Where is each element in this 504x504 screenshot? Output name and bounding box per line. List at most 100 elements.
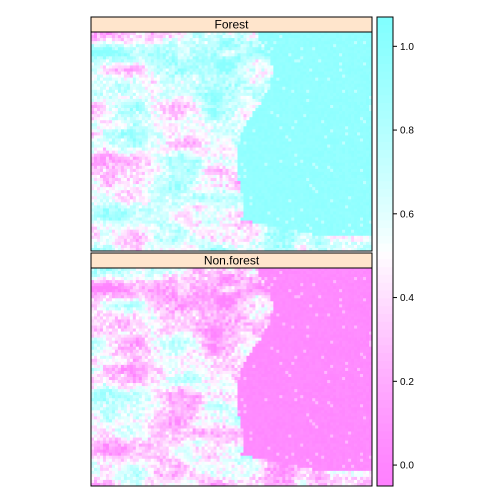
heatmap-cell (201, 141, 205, 145)
heatmap-cell (105, 65, 110, 69)
heatmap-cell (360, 47, 364, 51)
heatmap-cell (183, 92, 188, 97)
heatmap-cell (144, 120, 149, 124)
heatmap-cell (150, 71, 155, 75)
heatmap-cell (303, 135, 307, 139)
heatmap-cell (330, 132, 334, 136)
heatmap-cell (222, 83, 226, 88)
heatmap-cell (159, 174, 164, 179)
heatmap-cell (150, 65, 155, 69)
heatmap-cell (219, 68, 223, 72)
heatmap-cell (291, 187, 295, 191)
heatmap-cell (183, 144, 188, 148)
heatmap-cell (270, 174, 274, 179)
heatmap-cell (318, 132, 322, 136)
heatmap-cell (192, 77, 196, 82)
heatmap-cell (288, 178, 292, 182)
heatmap-cell (366, 178, 370, 182)
heatmap-cell (135, 62, 140, 66)
heatmap-cell (180, 132, 185, 136)
heatmap-cell (204, 126, 208, 130)
heatmap-cell (279, 101, 283, 106)
heatmap-cell (111, 162, 116, 167)
heatmap-cell (183, 135, 188, 139)
heatmap-cell (126, 174, 131, 179)
heatmap-cell (273, 141, 277, 145)
heatmap-cell (198, 32, 202, 36)
heatmap-cell (93, 147, 98, 151)
heatmap-cell (285, 47, 289, 51)
heatmap-cell (351, 53, 355, 57)
heatmap-cell (255, 156, 259, 161)
heatmap-cell (288, 171, 292, 176)
heatmap-cell (91, 190, 95, 194)
heatmap-cell (348, 178, 352, 182)
heatmap-cell (354, 114, 358, 118)
heatmap-cell (339, 165, 343, 170)
heatmap-cell (186, 59, 190, 63)
heatmap-cell (354, 153, 358, 158)
heatmap-cell (312, 65, 316, 69)
heatmap-cell (108, 153, 113, 158)
heatmap-cell (150, 92, 155, 97)
heatmap-cell (108, 138, 113, 142)
heatmap-cell (312, 187, 316, 191)
heatmap-cell (147, 35, 152, 39)
heatmap-cell (237, 162, 241, 167)
heatmap-cell (180, 65, 185, 69)
heatmap-cell (189, 32, 193, 36)
heatmap-cell (324, 184, 328, 188)
heatmap-cell (129, 32, 134, 36)
heatmap-cell (240, 83, 244, 88)
heatmap-cell (315, 159, 319, 164)
heatmap-cell (348, 50, 352, 54)
heatmap-cell (240, 50, 244, 54)
heatmap-cell (246, 53, 250, 57)
heatmap-cell (114, 132, 119, 136)
heatmap-cell (141, 111, 146, 115)
heatmap-cell (135, 123, 140, 127)
heatmap-cell (201, 159, 205, 164)
heatmap-cell (312, 62, 316, 66)
heatmap-cell (225, 65, 229, 69)
heatmap-cell (231, 120, 235, 124)
heatmap-cell (228, 98, 232, 103)
heatmap-cell (117, 184, 122, 188)
heatmap-cell (294, 108, 298, 112)
heatmap-cell (366, 80, 370, 85)
heatmap-cell (252, 41, 256, 45)
heatmap-cell (99, 193, 104, 197)
heatmap-cell (285, 65, 289, 69)
heatmap-cell (315, 111, 319, 115)
heatmap-cell (147, 44, 152, 48)
heatmap-cell (309, 65, 313, 69)
heatmap-cell (267, 56, 271, 60)
heatmap-cell (126, 129, 131, 133)
heatmap-cell (168, 101, 173, 106)
heatmap-cell (207, 181, 211, 185)
heatmap-cell (255, 41, 259, 45)
heatmap-cell (111, 135, 116, 139)
heatmap-cell (180, 147, 185, 151)
heatmap-cell (303, 62, 307, 66)
heatmap-cell (123, 77, 128, 82)
heatmap-cell (177, 178, 182, 182)
heatmap-cell (132, 65, 137, 69)
heatmap-cell (330, 35, 334, 39)
heatmap-cell (189, 50, 193, 54)
heatmap-cell (249, 184, 253, 188)
heatmap-cell (303, 59, 307, 63)
heatmap-cell (225, 129, 229, 133)
heatmap-cell (321, 98, 325, 103)
heatmap-cell (303, 77, 307, 82)
heatmap-cell (252, 47, 256, 51)
heatmap-cell (330, 71, 334, 75)
heatmap-cell (201, 168, 205, 173)
heatmap-cell (135, 162, 140, 167)
heatmap-cell (162, 144, 167, 148)
heatmap-cell (102, 86, 107, 91)
heatmap-cell (264, 168, 268, 173)
heatmap-cell (303, 129, 307, 133)
heatmap-cell (312, 138, 316, 142)
heatmap-cell (219, 147, 223, 151)
